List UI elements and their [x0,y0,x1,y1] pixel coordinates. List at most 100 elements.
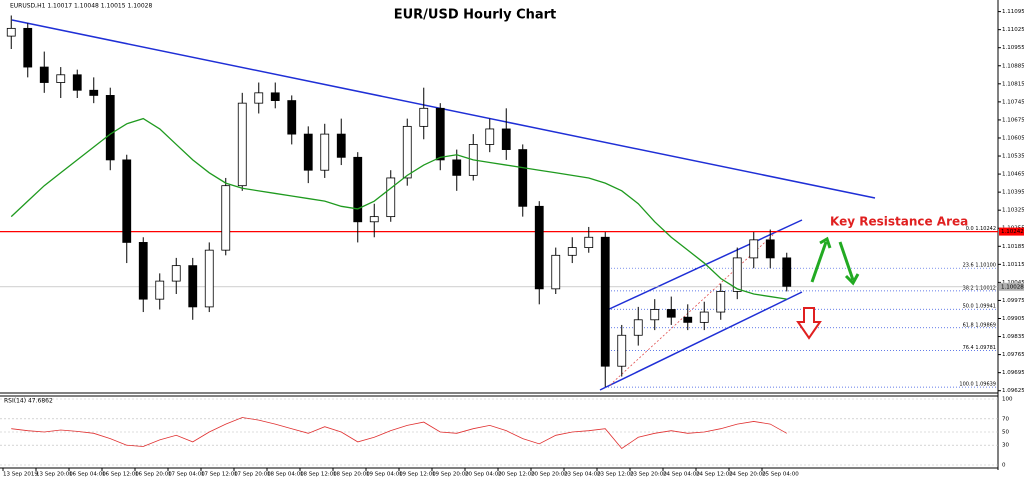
candle-body [633,319,643,336]
candle-body [188,265,198,308]
candle-body [732,257,742,292]
candle-body [534,205,544,290]
candle-body [617,334,627,367]
rsi-tick-label: 0 [1002,463,1006,469]
x-tick-label: 25 Sep 04:00 [762,472,799,478]
x-tick-label: 20 Sep 20:00 [531,472,568,478]
moving-average [10,117,787,300]
candle-body [584,236,594,248]
x-tick-label: 18 Sep 12:00 [300,472,337,478]
candle-body [518,149,528,207]
y-tick-label: 1.09975 [1002,298,1024,304]
y-tick-label: 1.10185 [1002,244,1024,250]
fib-label: 61.8 1.09869 [963,322,996,328]
y-tick-label: 1.10675 [1002,117,1024,123]
x-tick-label: 19 Sep 04:00 [366,472,403,478]
candle-body [39,66,49,83]
y-tick-label: 1.10115 [1002,262,1024,268]
x-tick-label: 24 Sep 12:00 [696,472,733,478]
candle-body [237,102,247,187]
fib-label: 100.0 1.09639 [959,382,996,388]
up-arrow [810,236,832,283]
rsi-tick-label: 100 [1002,397,1013,403]
channel-upper [604,219,803,312]
fib-label: 76.4 1.09781 [963,345,996,351]
candle-body [320,133,330,171]
annotation: Key Resistance Area [830,215,968,229]
y-tick-label: 1.11025 [1002,27,1024,33]
fib-label: 50.0 1.09941 [963,304,996,310]
x-tick-label: 18 Sep 20:00 [333,472,370,478]
x-tick-label: 17 Sep 20:00 [234,472,271,478]
candle-body [501,128,511,150]
chart-title: EUR/USD Hourly Chart [394,8,557,23]
candle-body [270,92,280,101]
x-tick-label: 13 Sep 20:00 [36,472,73,478]
y-tick-label: 1.09765 [1002,352,1024,358]
candle-body [287,100,297,135]
candle-body [336,133,346,158]
bearish-arrow [796,307,822,340]
x-tick-label: 13 Sep 2019 [3,472,38,478]
candle-body [485,128,495,145]
x-tick-label: 17 Sep 12:00 [201,472,238,478]
candle-body [353,156,363,223]
y-tick-label: 1.10535 [1002,154,1024,160]
y-tick-label: 1.09695 [1002,370,1024,376]
y-tick-label: 1.10395 [1002,190,1024,196]
y-tick-label: 1.10815 [1002,81,1024,87]
candle-body [72,74,82,91]
price-box [999,227,1024,236]
y-tick-label: 1.10465 [1002,172,1024,178]
price-box-label: 1.10242 [1001,229,1024,235]
x-tick-label: 19 Sep 12:00 [399,472,436,478]
y-tick-label: 1.09905 [1002,316,1024,322]
candle-body [303,133,313,171]
candle-body [765,239,775,259]
x-tick-label: 18 Sep 04:00 [267,472,304,478]
candle-body [369,216,379,223]
candle-body [386,177,396,218]
x-tick-label: 19 Sep 20:00 [432,472,469,478]
fib-label: 23.6 1.10100 [963,263,996,269]
fib-label: 38.2 1.10012 [963,285,996,291]
candle-body [6,27,16,37]
candle-body [122,159,132,243]
candle-body [749,239,759,259]
x-tick-label: 16 Sep 04:00 [69,472,106,478]
x-tick-label: 24 Sep 20:00 [729,472,766,478]
candle-body [435,107,445,161]
candle-body [551,254,561,290]
y-tick-label: 1.11095 [1002,9,1024,15]
x-tick-label: 17 Sep 04:00 [168,472,205,478]
rsi-line [11,417,787,450]
candle-body [402,125,412,179]
candle-body [221,185,231,251]
candle-body [782,257,792,287]
candle-body [666,309,676,318]
x-tick-label: 20 Sep 12:00 [498,472,535,478]
channel-lower [599,291,803,391]
candle-body [650,309,660,321]
y-tick-label: 1.10325 [1002,208,1024,214]
candle-body [171,265,181,282]
rsi-tick-label: 70 [1002,416,1009,422]
candle-body [716,291,726,313]
candle-body [105,95,115,161]
chart-header: EURUSD,H1 1.10017 1.10048 1.10015 1.1002… [10,3,152,10]
fib-label: 0.0 1.10242 [966,226,996,232]
x-tick-label: 16 Sep 12:00 [102,472,139,478]
y-tick-label: 1.10745 [1002,99,1024,105]
rsi-tick-label: 50 [1002,430,1009,436]
candle-body [600,236,610,367]
x-tick-label: 23 Sep 04:00 [564,472,601,478]
candle-body [567,247,577,256]
x-tick-label: 23 Sep 12:00 [597,472,634,478]
candle-body [138,242,148,300]
candle-body [419,107,429,127]
x-tick-label: 24 Sep 04:00 [663,472,700,478]
y-tick-label: 1.09625 [1002,388,1024,394]
candle-body [699,311,709,323]
plot-area: 1.11095 1.11025 1.10955 1.10885 1.10815 1.107… [0,9,1024,478]
